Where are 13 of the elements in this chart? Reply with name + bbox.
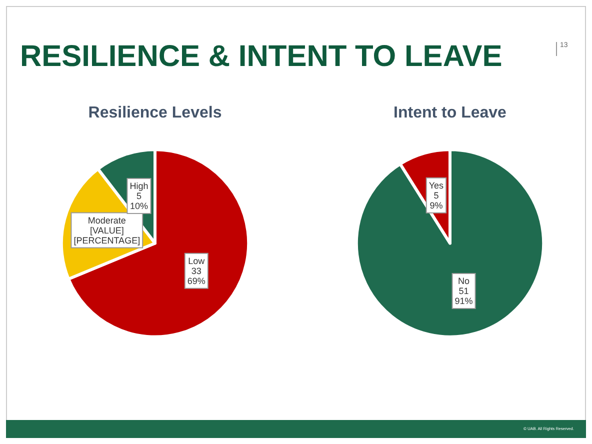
slice-label: Yes (428, 180, 444, 190)
data-label: 51 91% (454, 286, 473, 306)
data-label: 5 10% (130, 191, 148, 212)
data-label: [VALUE] [PERCENTAGE] (74, 225, 140, 246)
data-label: 33 69% (187, 266, 206, 286)
slice-label: Low (188, 256, 206, 266)
slice-label: High (130, 181, 148, 192)
text: RESILIENCE & INTENT TO LEAVE (20, 40, 502, 74)
chart-title: Resilience Levels (88, 104, 222, 122)
chart-title: Intent to Leave (394, 104, 507, 122)
slice-label: No (458, 276, 470, 286)
slice-label: Moderate (88, 215, 126, 226)
data-label: 5 9% (430, 190, 443, 210)
